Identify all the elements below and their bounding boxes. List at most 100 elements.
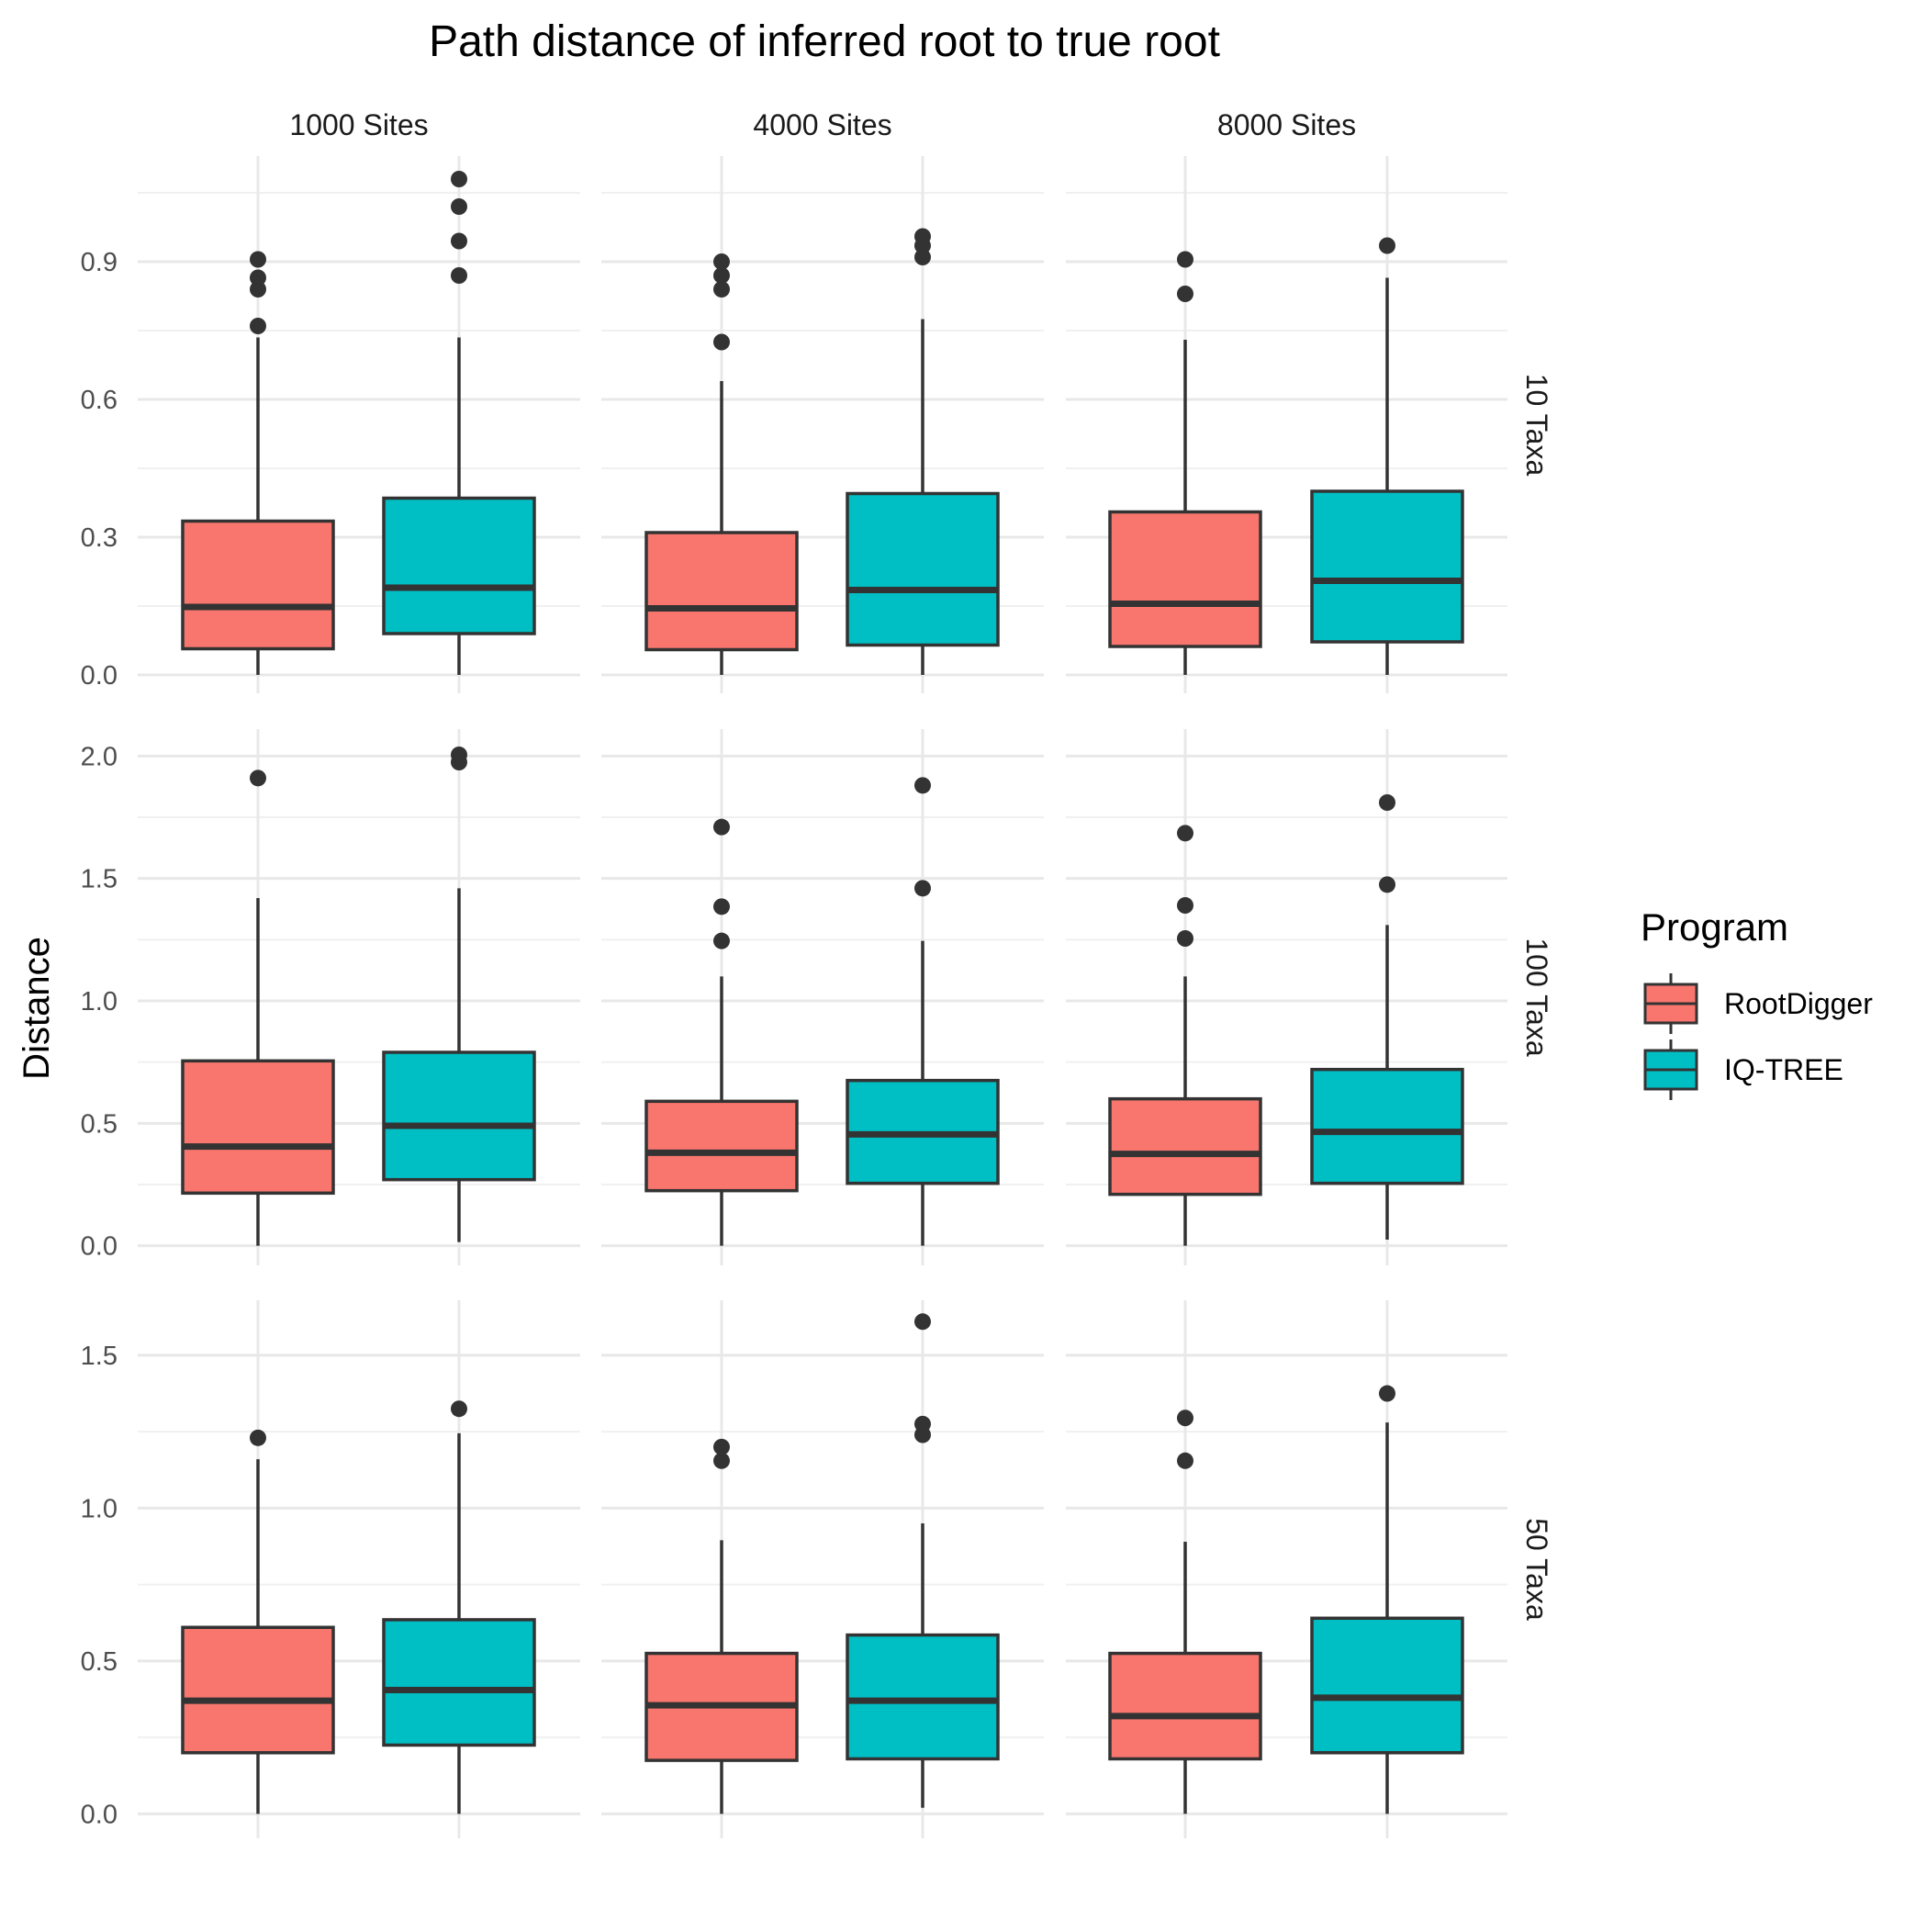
box-iq-tree (1310, 1385, 1464, 1814)
box-iqr (1310, 489, 1464, 644)
outlier-point (1177, 1410, 1193, 1427)
box-iqr (846, 1633, 1000, 1761)
outlier-point (250, 269, 266, 286)
outlier-point (713, 932, 730, 949)
outlier-point (713, 267, 730, 284)
box-iq-tree (846, 228, 1000, 675)
box-iqr (382, 1050, 536, 1182)
row-strip-label: 10 Taxa (1520, 374, 1553, 477)
y-tick-label: 0.0 (81, 1232, 118, 1262)
box-iq-tree (846, 777, 1000, 1246)
outlier-point (250, 769, 266, 787)
legend-label: IQ-TREE (1724, 1053, 1843, 1086)
outlier-point (914, 777, 931, 794)
outlier-point (451, 198, 467, 215)
y-tick-label: 0.5 (81, 1109, 118, 1139)
box-rootdigger (644, 253, 799, 675)
box-iqr (1310, 1067, 1464, 1185)
outlier-point (713, 898, 730, 915)
y-tick-label: 1.0 (81, 1494, 118, 1523)
outlier-point (1379, 1385, 1395, 1402)
outlier-point (1379, 794, 1395, 811)
outlier-point (914, 1415, 931, 1432)
outlier-point (451, 1400, 467, 1418)
box-rootdigger (1108, 1410, 1262, 1814)
outlier-point (1177, 897, 1193, 914)
box-rootdigger (181, 1429, 335, 1814)
y-tick-label: 1.5 (81, 865, 118, 894)
box-iq-tree (1310, 237, 1464, 675)
box-iq-tree (382, 1400, 536, 1814)
outlier-point (713, 281, 730, 298)
row-strip-label: 50 Taxa (1520, 1518, 1553, 1621)
y-tick-label: 1.0 (81, 987, 118, 1017)
y-tick-label: 0.3 (81, 523, 118, 553)
box-iq-tree (1310, 794, 1464, 1240)
box-iq-tree (846, 1313, 1000, 1808)
legend-label: RootDigger (1724, 987, 1873, 1020)
outlier-point (1177, 286, 1193, 302)
outlier-point (1177, 825, 1193, 842)
legend-item: RootDigger (1643, 973, 1873, 1034)
y-tick-label: 2.0 (81, 742, 118, 771)
box-rootdigger (1108, 251, 1262, 675)
outlier-point (1177, 930, 1193, 947)
box-rootdigger (644, 818, 799, 1246)
y-tick-label: 0.6 (81, 386, 118, 415)
y-tick-label: 0.9 (81, 248, 118, 277)
legend-item: IQ-TREE (1643, 1039, 1843, 1100)
box-iqr (1108, 1651, 1262, 1761)
outlier-point (451, 267, 467, 284)
box-iqr (1108, 510, 1262, 648)
y-tick-label: 1.5 (81, 1342, 118, 1371)
outlier-point (250, 1429, 266, 1446)
outlier-point (250, 318, 266, 334)
outlier-point (713, 333, 730, 351)
outlier-point (1379, 237, 1395, 254)
outlier-point (713, 818, 730, 836)
outlier-point (250, 251, 266, 268)
outlier-point (451, 232, 467, 250)
box-iqr (644, 1099, 799, 1193)
outlier-point (1177, 251, 1193, 268)
chart-title: Path distance of inferred root to true r… (429, 17, 1220, 66)
box-iqr (644, 531, 799, 652)
outlier-point (914, 249, 931, 265)
column-strip-label: 1000 Sites (289, 108, 428, 141)
outlier-point (1177, 1452, 1193, 1469)
outlier-point (713, 253, 730, 270)
box-iq-tree (382, 171, 536, 675)
box-iq-tree (382, 747, 536, 1242)
box-iqr (181, 1625, 335, 1755)
legend-title: Program (1641, 905, 1788, 949)
outlier-point (914, 228, 931, 245)
y-tick-label: 0.5 (81, 1647, 118, 1677)
outlier-point (451, 171, 467, 187)
box-iqr (181, 1059, 335, 1196)
column-strip-label: 8000 Sites (1217, 108, 1356, 141)
legend: Program RootDigger IQ-TREE (1641, 905, 1873, 1100)
box-iqr (382, 496, 536, 635)
outlier-point (713, 1452, 730, 1469)
box-iqr (846, 491, 1000, 647)
box-iqr (181, 519, 335, 651)
box-layer (181, 171, 1464, 1814)
text-layer: Path distance of inferred root to true r… (17, 17, 1553, 1829)
box-iqr (382, 1618, 536, 1747)
y-tick-label: 0.0 (81, 1800, 118, 1829)
outlier-point (914, 1313, 931, 1331)
outlier-point (1379, 876, 1395, 893)
outlier-point (250, 281, 266, 298)
box-rootdigger (181, 251, 335, 675)
box-rootdigger (181, 769, 335, 1246)
row-strip-label: 100 Taxa (1520, 938, 1553, 1057)
y-axis-label: Distance (17, 937, 57, 1080)
outlier-point (451, 747, 467, 763)
box-iqr (1108, 1096, 1262, 1196)
outlier-point (713, 1438, 730, 1455)
outlier-point (914, 880, 931, 897)
column-strip-label: 4000 Sites (753, 108, 891, 141)
